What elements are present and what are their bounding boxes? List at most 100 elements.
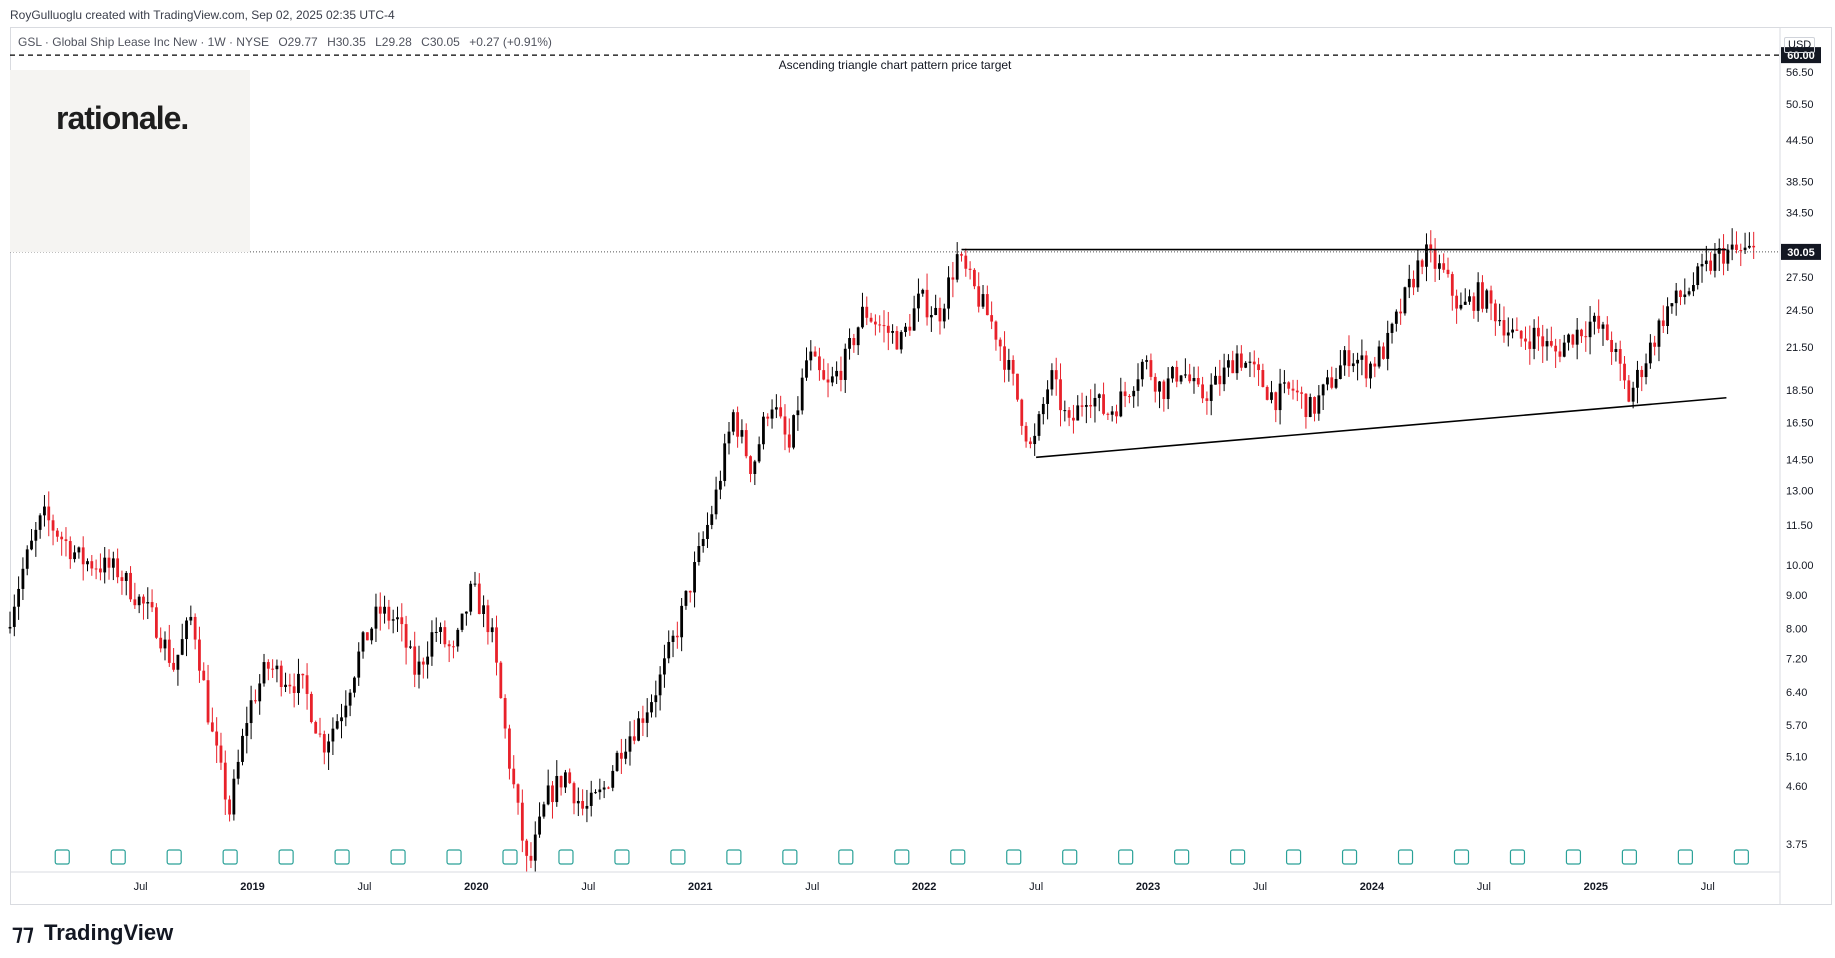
candle-body: [688, 590, 692, 593]
y-tick-label: 11.50: [1786, 520, 1813, 532]
candle-body: [1575, 329, 1579, 345]
candle-body: [417, 661, 421, 675]
candle-body: [998, 339, 1002, 347]
candle-body: [1425, 244, 1428, 267]
candle-body: [1123, 391, 1127, 397]
trendline-support: [1036, 396, 1727, 459]
candle-body: [1239, 353, 1243, 368]
candle-body: [667, 641, 671, 659]
candle-body: [1321, 384, 1325, 396]
earnings-marker: [278, 849, 294, 865]
earnings-marker: [726, 849, 742, 865]
candle-body: [551, 785, 554, 803]
candle-body: [262, 662, 266, 684]
candle-body: [1282, 382, 1286, 384]
candle-body: [1640, 369, 1644, 378]
candle-body: [236, 761, 240, 779]
candle-body: [1752, 245, 1756, 248]
candle-body: [697, 546, 701, 563]
candle-body: [1179, 375, 1183, 382]
candle-body: [1011, 359, 1015, 374]
candle-body: [1524, 338, 1527, 342]
candle-body: [1648, 342, 1652, 364]
y-tick-label: 7.20: [1786, 653, 1807, 665]
candle-body: [663, 658, 666, 675]
candle-body: [1739, 250, 1743, 252]
candle-body: [947, 277, 950, 309]
candle-body: [770, 409, 774, 419]
candle-body: [852, 338, 856, 346]
x-tick-label: Jul: [357, 881, 371, 893]
candle-body: [960, 254, 963, 256]
x-tick-label: Jul: [1701, 881, 1715, 893]
earnings-marker: [614, 849, 630, 865]
candle-body: [895, 331, 899, 350]
candle-body: [12, 606, 16, 627]
candle-body: [499, 662, 503, 699]
ohlc-close: C30.05: [421, 35, 460, 49]
earnings-marker: [1453, 849, 1470, 865]
candle-body: [1730, 244, 1734, 250]
candle-body: [1394, 311, 1398, 324]
x-tick-label: Jul: [805, 881, 819, 893]
earnings-marker: [446, 849, 462, 865]
candle-body: [856, 327, 860, 346]
price-label-bg: [1781, 243, 1821, 260]
candle-body: [701, 538, 705, 547]
candle-body: [792, 415, 795, 448]
candle-body: [848, 338, 851, 349]
x-tick-label: 2020: [464, 881, 488, 893]
target-annotation: Ascending triangle chart pattern price t…: [779, 58, 1012, 72]
candle-body: [456, 629, 460, 647]
candle-body: [1429, 244, 1433, 250]
earnings-marker: [1733, 849, 1749, 865]
candle-body: [1459, 304, 1463, 309]
candle-body: [1433, 249, 1437, 269]
candle-body: [1257, 364, 1260, 371]
candle-body: [1166, 378, 1170, 400]
candle-body: [1028, 441, 1032, 445]
candle-body: [1308, 397, 1312, 418]
candle-body: [305, 675, 309, 694]
candle-body: [275, 665, 279, 670]
candle-body: [1498, 320, 1502, 322]
candle-body: [1722, 248, 1725, 264]
candle-body: [1145, 360, 1149, 362]
earnings-marker: [1621, 849, 1638, 865]
candle-body: [1356, 359, 1359, 364]
candle-body: [1024, 425, 1028, 442]
candle-body: [990, 315, 994, 322]
candle-body: [973, 269, 976, 287]
earnings-marker: [1341, 849, 1358, 865]
candle-body: [710, 514, 714, 525]
candle-body: [899, 332, 903, 350]
candle-body: [215, 731, 219, 746]
candle-body: [1076, 405, 1080, 421]
candle-body: [460, 613, 464, 630]
candle-body: [1416, 260, 1420, 288]
candle-body: [598, 789, 602, 793]
earnings-marker: [670, 849, 686, 865]
candle-body: [1067, 410, 1071, 418]
candle-body: [172, 662, 176, 670]
candle-body: [1614, 349, 1618, 352]
currency-label[interactable]: USD: [1784, 37, 1816, 53]
candle-body: [1119, 391, 1123, 417]
candle-body: [1041, 403, 1045, 415]
candle-body: [1450, 274, 1454, 296]
candle-body: [348, 692, 352, 706]
candle-body: [142, 596, 145, 604]
candle-body: [86, 561, 89, 565]
candle-body: [434, 631, 438, 633]
axes: 3.75 4.60 5.10 5.70 6.40 7.20 8.00 9.00 10.00 11.…: [10, 28, 1821, 905]
y-tick-label: 50.50: [1786, 99, 1814, 111]
candle-body: [116, 558, 120, 578]
candle-body: [1657, 320, 1661, 347]
candle-body: [99, 568, 102, 573]
candle-body: [1455, 295, 1459, 309]
candle-body: [1115, 411, 1118, 417]
candle-body: [1054, 370, 1058, 380]
candle-body: [1227, 360, 1230, 368]
candle-body: [843, 348, 847, 380]
